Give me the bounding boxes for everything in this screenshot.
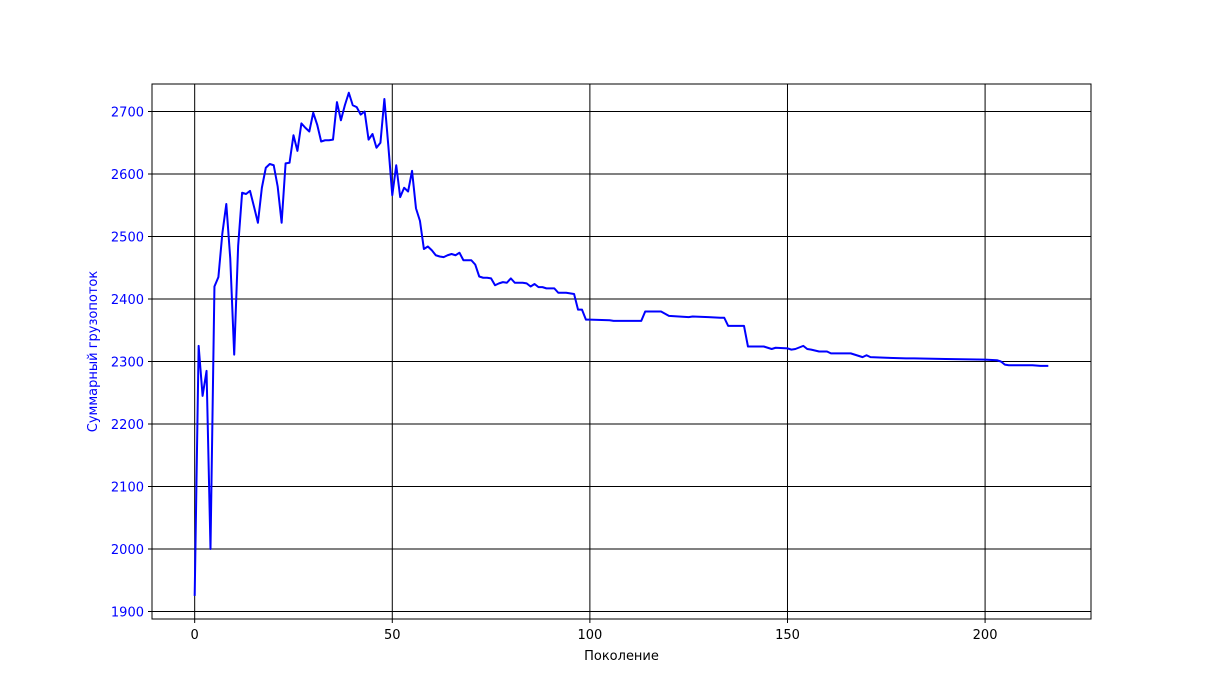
y-tick-label: 2400 xyxy=(111,293,144,308)
x-axis-ticks: 0 50 100 150 200 xyxy=(191,619,998,643)
y-tick-label: 2000 xyxy=(111,543,144,558)
y-tick-label: 2600 xyxy=(111,168,144,183)
series-line xyxy=(193,91,1049,596)
x-tick-label: 50 xyxy=(384,628,401,643)
y-tick-label: 2300 xyxy=(111,356,144,371)
y-axis-label: Суммарный грузопоток xyxy=(86,271,101,433)
plot-frame xyxy=(151,83,1092,620)
x-tick-label: 200 xyxy=(973,628,998,643)
y-tick-label: 1900 xyxy=(111,606,144,621)
y-tick-label: 2200 xyxy=(111,418,144,433)
x-tick-label: 150 xyxy=(775,628,800,643)
y-tick-label: 2100 xyxy=(111,481,144,496)
y-axis-ticks: 1900 2000 2100 2200 2300 2400 2500 2600 2700 xyxy=(111,106,152,621)
grid-lines xyxy=(152,84,1091,619)
x-tick-label: 100 xyxy=(577,628,602,643)
y-tick-label: 2700 xyxy=(111,106,144,121)
y-tick-label: 2500 xyxy=(111,231,144,246)
x-tick-label: 0 xyxy=(191,628,199,643)
x-axis-label: Поколение xyxy=(584,649,659,664)
